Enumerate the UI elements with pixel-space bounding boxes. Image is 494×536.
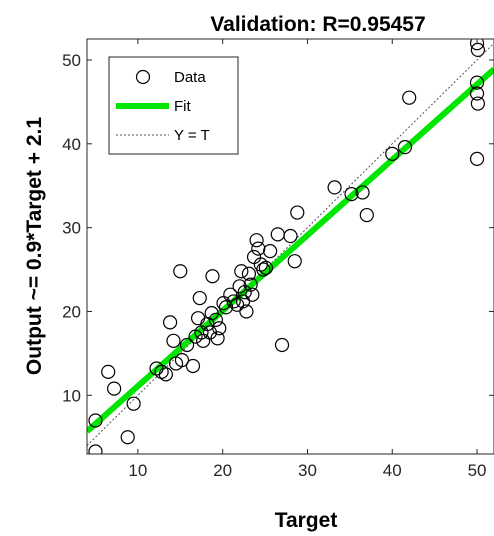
- y-axis-label: Output ~= 0.9*Target + 2.1: [23, 117, 46, 375]
- x-tick-label: 50: [468, 461, 487, 480]
- data-point: [287, 254, 302, 269]
- data-point: [158, 367, 173, 382]
- legend-identity-label: Y = T: [174, 127, 210, 144]
- data-point: [245, 287, 260, 302]
- data-point: [469, 151, 485, 166]
- axis-ticks: 10 20 30 40 50 10 20 30 40 50: [62, 39, 494, 480]
- data-point: [470, 42, 485, 57]
- x-axis-label: Target: [275, 509, 338, 532]
- data-point: [120, 430, 135, 445]
- data-point: [359, 207, 374, 223]
- y-tick-label: 40: [62, 135, 81, 154]
- data-point: [258, 260, 274, 275]
- data-point: [185, 358, 201, 374]
- data-point: [179, 337, 195, 353]
- data-point: [205, 269, 220, 284]
- data-point: [243, 277, 258, 292]
- data-point: [234, 264, 249, 279]
- chart-title: Validation: R=0.95457: [210, 13, 425, 36]
- data-point: [235, 294, 251, 309]
- y-tick-label: 30: [62, 219, 81, 238]
- data-point: [210, 331, 225, 346]
- legend-data-marker: [135, 69, 151, 85]
- legend-data-label: Data: [174, 69, 206, 86]
- x-tick-label: 30: [298, 461, 317, 480]
- data-point: [173, 264, 188, 279]
- data-point: [274, 337, 290, 353]
- data-point: [355, 185, 370, 200]
- data-point: [469, 86, 485, 101]
- data-point: [208, 312, 223, 327]
- data-points: [88, 39, 485, 454]
- data-point: [290, 205, 305, 220]
- data-point: [263, 244, 278, 259]
- data-point: [88, 413, 103, 428]
- data-point: [385, 146, 400, 161]
- data-point: [226, 294, 241, 309]
- data-point: [166, 333, 181, 348]
- x-tick-label: 10: [128, 461, 147, 480]
- data-point: [397, 140, 413, 155]
- data-point: [327, 180, 342, 195]
- data-point: [249, 233, 264, 248]
- legend-fit-label: Fit: [174, 98, 191, 115]
- data-point: [88, 444, 103, 454]
- data-point: [283, 228, 298, 244]
- x-tick-label: 20: [213, 461, 232, 480]
- data-point: [344, 187, 359, 202]
- identity-line: [87, 42, 494, 446]
- data-point: [223, 287, 238, 302]
- data-point: [470, 96, 485, 111]
- data-point: [239, 304, 254, 319]
- data-point: [402, 90, 417, 105]
- y-tick-label: 50: [62, 51, 81, 70]
- y-tick-label: 10: [62, 386, 81, 405]
- data-point: [154, 364, 169, 379]
- data-point: [469, 39, 485, 51]
- data-point: [174, 353, 190, 368]
- data-point: [212, 321, 227, 336]
- x-tick-label: 40: [383, 461, 402, 480]
- data-point: [107, 381, 122, 396]
- data-point: [469, 75, 485, 90]
- data-point: [241, 266, 257, 281]
- data-point: [126, 396, 141, 411]
- plot-frame: [86, 38, 494, 455]
- data-point: [162, 315, 178, 330]
- legend: Data Fit Y = T: [108, 56, 239, 155]
- data-point: [256, 262, 271, 277]
- y-tick-label: 20: [62, 302, 81, 321]
- data-point: [101, 364, 116, 379]
- data-point: [192, 290, 207, 306]
